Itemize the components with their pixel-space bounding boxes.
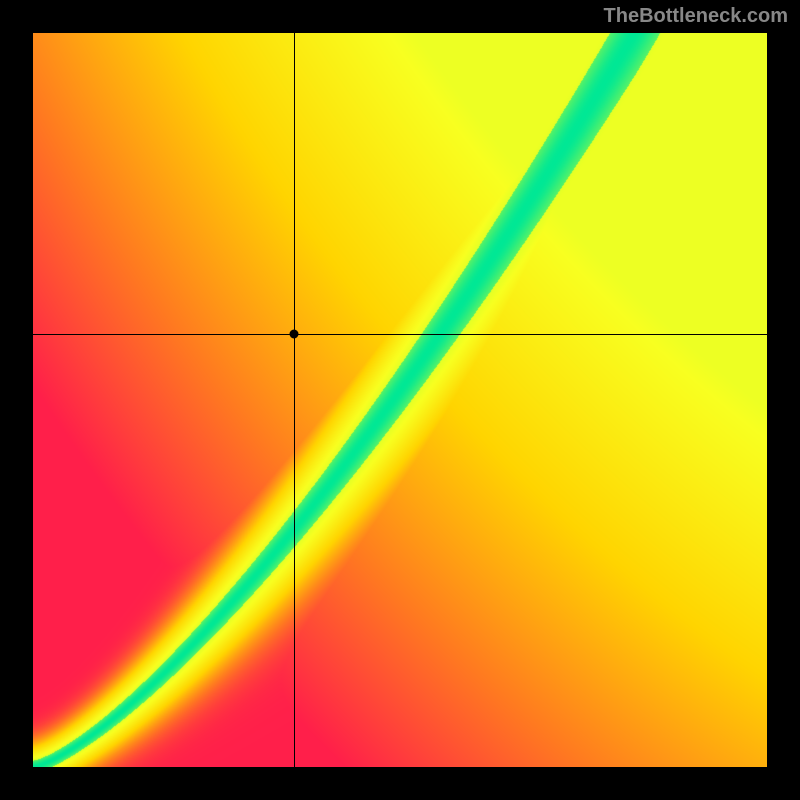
- crosshair-vertical: [294, 33, 295, 767]
- plot-area: [33, 33, 767, 767]
- crosshair-horizontal: [33, 334, 767, 335]
- chart-frame: TheBottleneck.com: [0, 0, 800, 800]
- heatmap-canvas: [33, 33, 767, 767]
- crosshair-dot: [289, 329, 298, 338]
- watermark-text: TheBottleneck.com: [604, 5, 788, 28]
